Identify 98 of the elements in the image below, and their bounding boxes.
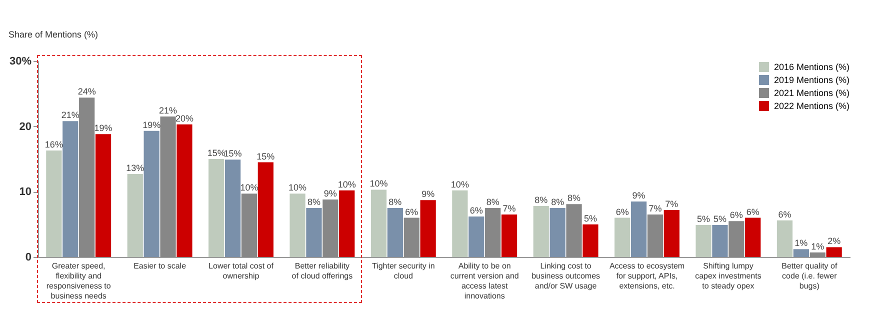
data-label: 10%	[288, 182, 307, 193]
x-tick-label: Better reliability of cloud offerings	[292, 262, 353, 280]
data-label: 15%	[224, 148, 242, 159]
y-tick-label: 20	[19, 120, 32, 133]
data-label: 5%	[697, 214, 710, 224]
data-label: 8%	[388, 197, 402, 207]
data-label: 5%	[713, 214, 726, 224]
bar	[95, 134, 112, 257]
bar	[144, 130, 160, 257]
data-label: 6%	[405, 206, 418, 217]
x-tick-label: Easier to scale	[134, 262, 187, 270]
bar	[745, 218, 761, 257]
bar	[404, 218, 420, 257]
data-label: 10%	[370, 178, 388, 189]
data-label: 8%	[568, 193, 581, 204]
y-tick-label: 0	[25, 252, 32, 264]
data-label: 7%	[648, 204, 662, 214]
bar	[387, 208, 403, 257]
data-label: 15%	[256, 151, 275, 162]
bar	[630, 201, 647, 257]
bar	[810, 252, 826, 257]
data-label: 1%	[794, 238, 808, 248]
x-tick-label: Lower total cost of ownership	[208, 262, 274, 280]
data-label: 8%	[551, 197, 564, 207]
bar	[793, 249, 809, 257]
bar	[208, 159, 224, 257]
bar	[501, 214, 518, 257]
data-label: 6%	[616, 206, 629, 217]
data-label: 21%	[159, 106, 178, 116]
y-tick-label: 10	[19, 186, 32, 198]
x-tick-label: Shifting lumpy capex investments to steady opex	[695, 262, 762, 290]
bar	[370, 190, 387, 257]
data-label: 6%	[778, 209, 792, 220]
x-tick-label: Greater speed, flexibility and responsiveness to business needs	[46, 262, 112, 300]
data-label: 20%	[175, 113, 194, 124]
x-tick-label: Access to ecosystem for support, APIs, extensions, etc.	[609, 262, 685, 290]
data-label: 8%	[307, 197, 320, 207]
data-label: 5%	[584, 213, 597, 224]
bar	[241, 194, 258, 257]
bar	[339, 190, 355, 257]
data-label: 24%	[78, 86, 96, 97]
bar	[306, 208, 322, 257]
bar	[127, 174, 143, 257]
bar	[79, 98, 95, 257]
bar	[664, 210, 680, 257]
data-label: 7%	[502, 204, 516, 214]
data-label: 9%	[324, 188, 337, 199]
bar	[46, 150, 62, 257]
data-label: 6%	[730, 210, 743, 220]
legend-label: 2016 Mentions (%)	[774, 62, 850, 72]
bar	[533, 206, 549, 257]
legend-label: 2021 Mentions (%)	[774, 88, 850, 98]
bar	[485, 208, 501, 257]
data-label: 1%	[811, 241, 824, 252]
y-axis-title: Share of Mentions (%)	[8, 30, 98, 40]
bar	[468, 216, 484, 257]
x-tick-label: Linking cost to business outcomes and/or SW usage	[532, 262, 600, 290]
bar	[290, 194, 306, 257]
data-label: 8%	[534, 195, 548, 206]
x-tick-label: Better quality of code (i.e. fewer bugs)	[782, 262, 838, 290]
bar	[452, 190, 468, 257]
data-label: 9%	[422, 189, 435, 200]
x-tick-label: Tighter security in cloud	[372, 262, 435, 280]
legend-label: 2019 Mentions (%)	[774, 75, 850, 85]
bar	[566, 204, 582, 257]
bar	[160, 116, 176, 257]
data-label: 19%	[142, 120, 161, 130]
data-label: 19%	[94, 123, 112, 134]
bar	[647, 214, 664, 257]
data-label: 9%	[632, 190, 646, 200]
data-label: 2%	[828, 236, 841, 246]
x-tick-label: Ability to be on current version and access latest innovations	[450, 262, 519, 300]
legend-label: 2022 Mentions (%)	[774, 101, 850, 111]
bar	[550, 208, 566, 257]
data-label: 21%	[61, 110, 80, 120]
data-label: 10%	[240, 182, 258, 193]
bar	[62, 121, 78, 257]
data-label: 6%	[746, 206, 760, 217]
bar	[322, 200, 338, 257]
bar	[582, 224, 598, 257]
y-tick-label: 30%	[9, 56, 32, 68]
bar	[696, 224, 712, 257]
bar	[826, 247, 842, 257]
bar	[258, 162, 274, 257]
data-label: 8%	[486, 197, 500, 207]
bar	[614, 218, 630, 257]
data-label: 6%	[470, 205, 483, 216]
data-label: 10%	[338, 179, 356, 190]
bar	[776, 220, 793, 257]
data-label: 13%	[126, 163, 144, 174]
data-label: 10%	[450, 179, 469, 190]
data-label: 15%	[207, 148, 226, 158]
bar	[728, 221, 744, 257]
bar	[712, 224, 728, 257]
data-label: 7%	[665, 198, 678, 209]
bar	[420, 200, 436, 257]
bar	[224, 160, 241, 257]
bar	[176, 124, 192, 257]
